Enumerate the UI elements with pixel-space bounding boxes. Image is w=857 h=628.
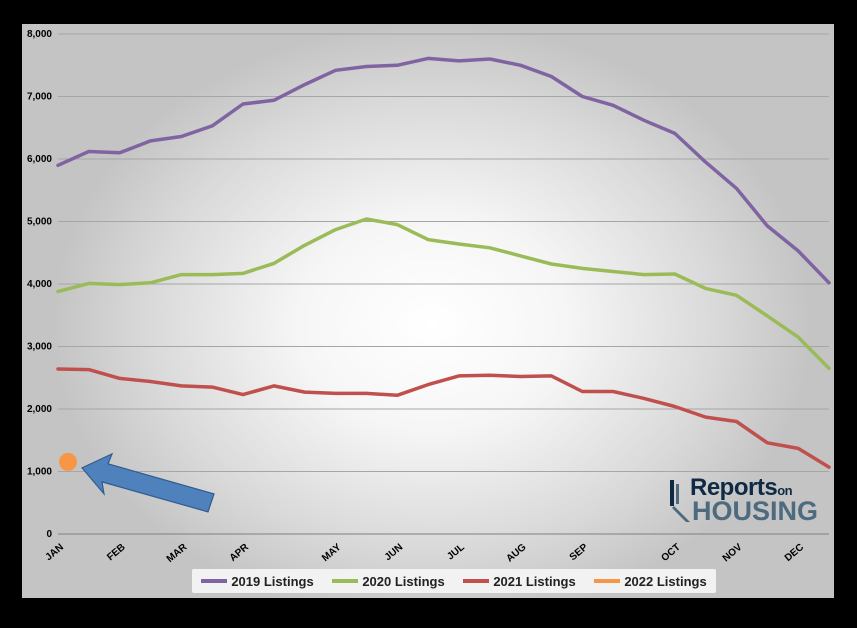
legend-swatch [201, 579, 228, 583]
chart-legend: 2019 Listings 2020 Listings 2021 Listings 2… [192, 569, 716, 593]
legend-item: 2022 Listings [594, 573, 707, 589]
y-tick-label: 6,000 [27, 154, 52, 165]
x-tick-label: SEP [568, 542, 591, 564]
logo-line1: Reportson [690, 474, 793, 501]
plot-area [22, 24, 834, 598]
x-tick-label: APR [228, 541, 252, 563]
arrow-icon [81, 452, 215, 513]
legend-label: 2021 Listings [493, 573, 576, 589]
x-tick-label: JUL [445, 542, 467, 563]
y-tick-label: 8,000 [27, 29, 52, 40]
x-tick-label: NOV [721, 542, 745, 565]
x-tick-label: MAR [165, 541, 190, 565]
y-tick-label: 0 [46, 529, 52, 540]
legend-swatch [463, 579, 490, 583]
legend-item: 2019 Listings [201, 573, 314, 589]
x-tick-label: MAY [320, 542, 344, 564]
y-tick-label: 5,000 [27, 217, 52, 228]
logo-line2: HOUSING [692, 496, 819, 526]
y-tick-label: 1,000 [27, 467, 52, 478]
x-tick-label: JAN [44, 542, 66, 563]
legend-label: 2019 Listings [231, 573, 314, 589]
x-tick-label: OCT [659, 542, 682, 564]
x-tick-label: JUN [383, 542, 405, 563]
series-line [56, 367, 831, 469]
series-point [59, 452, 77, 471]
y-tick-label: 4,000 [27, 279, 52, 290]
legend-item: 2020 Listings [332, 573, 445, 589]
series-line [56, 56, 831, 285]
legend-label: 2022 Listings [624, 573, 707, 589]
legend-label: 2020 Listings [362, 573, 445, 589]
y-tick-label: 7,000 [27, 92, 52, 103]
series-line [56, 217, 831, 371]
logo-mark-icon [670, 480, 690, 522]
legend-swatch [594, 579, 621, 583]
x-tick-label: DEC [783, 542, 806, 564]
legend-item: 2021 Listings [463, 573, 576, 589]
x-tick-label: AUG [504, 542, 528, 565]
y-tick-label: 2,000 [27, 404, 52, 415]
reports-on-housing-logo: Reportson HOUSING [668, 474, 818, 526]
y-tick-label: 3,000 [27, 342, 52, 353]
x-tick-label: FEB [105, 542, 127, 563]
legend-swatch [332, 579, 359, 583]
